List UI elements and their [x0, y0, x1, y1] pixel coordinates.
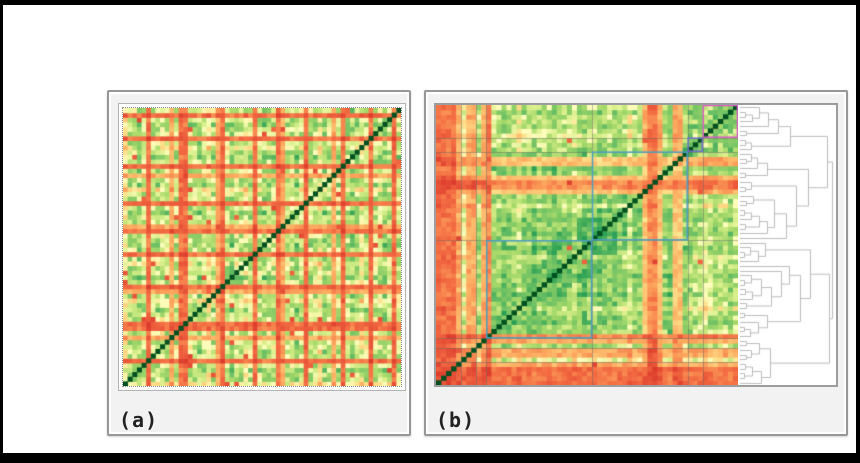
panel-a-label: (a) [119, 408, 159, 432]
panel-a: (a) [107, 90, 411, 436]
heatmap-b-canvas [436, 105, 738, 385]
dendrogram-area [738, 105, 836, 385]
heatmap-a-tick-border [122, 107, 402, 387]
heatmap-a-canvas [123, 108, 401, 386]
heatmap-b-frame [434, 103, 838, 387]
dendrogram-canvas [740, 105, 836, 385]
panel-b-label: (b) [436, 408, 476, 432]
heatmap-a-frame [118, 103, 406, 391]
panel-b: (b) [424, 90, 848, 436]
